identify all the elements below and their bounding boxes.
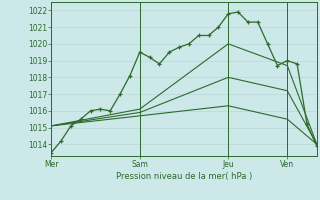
X-axis label: Pression niveau de la mer( hPa ): Pression niveau de la mer( hPa ): [116, 172, 252, 181]
